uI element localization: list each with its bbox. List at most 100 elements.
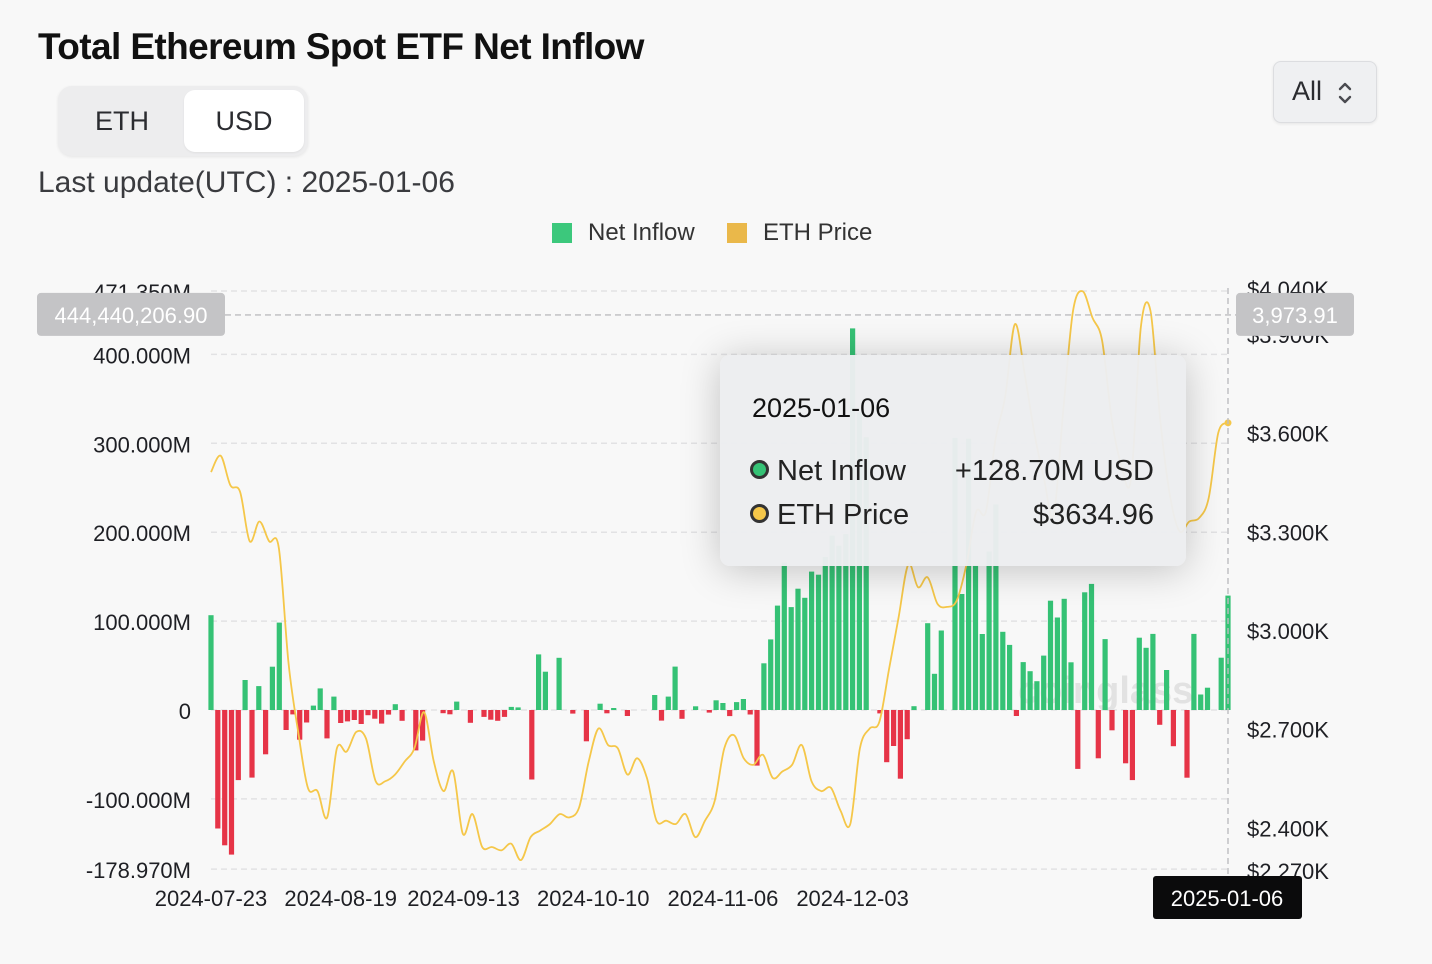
chart-tooltip: 2025-01-06 Net Inflow +128.70M USD ETH P…	[720, 355, 1186, 566]
inflow-bar	[822, 557, 828, 710]
outflow-bar	[604, 710, 610, 714]
outflow-bar	[358, 710, 364, 724]
crosshair-date-label: 2025-01-06	[1171, 886, 1284, 911]
inflow-bar	[720, 703, 726, 710]
inflow-bar	[1218, 657, 1224, 710]
outflow-bar	[379, 710, 385, 724]
last-update-text: Last update(UTC) : 2025-01-06	[38, 166, 455, 199]
inflow-bar	[713, 700, 719, 710]
y-left-tick-label: 400.000M	[93, 343, 191, 368]
tooltip-value-eth-price: $3634.96	[1033, 499, 1154, 531]
inflow-bar	[972, 564, 979, 710]
outflow-bar	[747, 710, 753, 715]
inflow-bar	[1047, 600, 1054, 710]
outflow-bar	[297, 710, 303, 740]
outflow-bar	[1123, 710, 1129, 764]
y-left-tick-label: -178.970M	[86, 858, 191, 883]
inflow-bar	[556, 657, 562, 710]
outflow-bar	[488, 710, 494, 720]
usd-unit-button[interactable]: USD	[184, 90, 304, 152]
legend-item-eth-price[interactable]: ETH Price	[727, 219, 872, 247]
outflow-bar	[904, 710, 910, 740]
inflow-bar	[734, 702, 740, 710]
tooltip-dot-yellow	[750, 504, 769, 523]
outflow-bar	[679, 710, 685, 719]
outflow-bar	[413, 710, 419, 751]
inflow-bar	[1020, 662, 1026, 710]
inflow-bar	[1088, 583, 1095, 710]
outflow-bar	[399, 710, 405, 721]
outflow-bar	[1109, 710, 1115, 731]
crosshair-price-label: 3,973.91	[1252, 303, 1338, 328]
y-left-tick-label: 300.000M	[93, 432, 191, 457]
legend-swatch-green	[552, 223, 572, 243]
y-right-tick-label: $3.300K	[1247, 520, 1329, 545]
outflow-bar	[290, 710, 296, 715]
outflow-bar	[365, 710, 371, 716]
inflow-bar	[788, 607, 794, 710]
crosshair-y-label-box	[37, 292, 225, 336]
outflow-bar	[447, 710, 453, 715]
outflow-bar	[215, 710, 221, 829]
x-tick-label: 2024-09-13	[407, 886, 520, 911]
x-tick-label: 2024-10-10	[537, 886, 650, 911]
outflow-bar	[440, 710, 446, 714]
outflow-bar	[222, 710, 228, 846]
outflow-bar	[324, 710, 330, 739]
eth-unit-button[interactable]: ETH	[95, 106, 149, 136]
inflow-bar	[925, 623, 931, 710]
x-tick-label: 2024-07-23	[155, 886, 268, 911]
time-range-select[interactable]: All	[1273, 61, 1377, 123]
inflow-bar	[843, 534, 849, 710]
inflow-bar	[597, 703, 603, 710]
inflow-bar	[1143, 647, 1149, 710]
time-range-value: All	[1292, 76, 1323, 106]
outflow-bar	[877, 710, 883, 714]
inflow-bar	[317, 688, 323, 710]
inflow-bar	[1082, 592, 1088, 710]
unit-toggle: ETH USD	[58, 86, 308, 156]
y-right-tick-label: $2.400K	[1247, 816, 1329, 841]
inflow-bar	[1164, 670, 1170, 710]
chevron-updown-icon	[1338, 82, 1352, 104]
legend-item-net-inflow[interactable]: Net Inflow	[552, 219, 695, 247]
inflow-bar	[665, 696, 671, 710]
outflow-bar	[706, 710, 712, 713]
inflow-bar	[986, 551, 992, 710]
y-right-tick-label: $3.600K	[1247, 422, 1329, 447]
inflow-bar	[740, 699, 746, 710]
inflow-bar	[1102, 639, 1108, 710]
inflow-bar	[952, 437, 958, 710]
y-right-tick-label: $3.000K	[1247, 619, 1329, 644]
inflow-bar	[809, 571, 815, 710]
tooltip-dot-green	[750, 460, 769, 479]
outflow-bar	[1013, 710, 1019, 716]
crosshair-price-label-box	[1236, 292, 1354, 336]
outflow-bar	[1095, 710, 1101, 759]
inflow-bar	[611, 708, 617, 710]
inflow-bar	[1198, 694, 1204, 710]
inflow-bar	[1136, 637, 1142, 710]
inflow-bar	[781, 562, 787, 710]
outflow-bar	[529, 710, 535, 780]
inflow-bar	[1027, 671, 1033, 710]
inflow-bar	[542, 671, 548, 710]
outflow-bar	[304, 710, 310, 723]
x-tick-label: 2024-11-06	[667, 886, 778, 911]
tooltip-label-net-inflow: Net Inflow	[777, 455, 906, 487]
outflow-bar	[727, 710, 733, 717]
inflow-bar	[829, 535, 835, 710]
outflow-bar	[583, 710, 589, 742]
tooltip-date: 2025-01-06	[752, 393, 891, 423]
outflow-bar	[658, 710, 665, 721]
inflow-bar	[1054, 617, 1060, 710]
inflow-bar	[836, 545, 842, 710]
outflow-bar	[897, 710, 903, 779]
inflow-bar	[1068, 662, 1074, 710]
outflow-bar	[344, 710, 351, 722]
inflow-bar	[242, 680, 248, 710]
outflow-bar	[1075, 710, 1081, 769]
inflow-bar	[1041, 655, 1047, 710]
inflow-bar	[331, 696, 337, 710]
